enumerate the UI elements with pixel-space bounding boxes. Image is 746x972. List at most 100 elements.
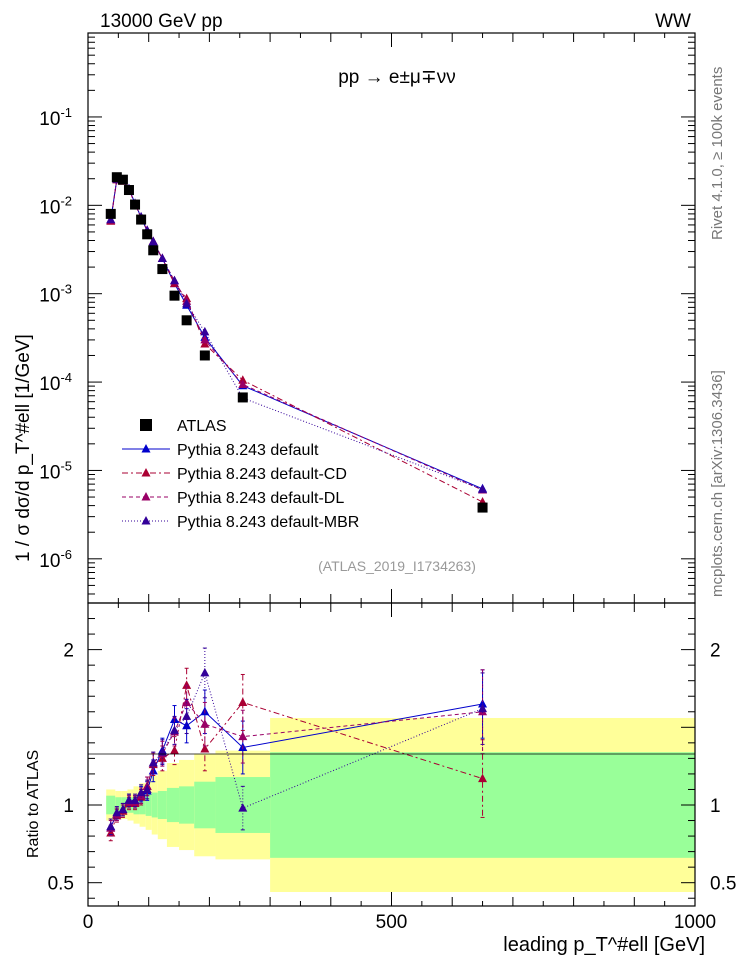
ratio-panel: 0.5 0.5 1 1 2 2 0 500 1000 — [48, 602, 736, 933]
inner-uncertainty-band — [166, 787, 180, 823]
process-title: pp → e±μ∓νν — [338, 67, 456, 88]
ratio-point-mbr — [118, 804, 128, 814]
ratio-point-cd — [169, 745, 179, 755]
inner-uncertainty-band — [179, 786, 195, 824]
inner-uncertainty-band — [115, 797, 122, 813]
ratio-point-dl — [182, 697, 192, 706]
data-point-mbr — [478, 484, 488, 493]
ratio-point-mbr — [136, 787, 146, 797]
legend-marker — [141, 444, 151, 453]
data-point-atlas — [130, 199, 141, 210]
ratio-y-tick-label-left: 2 — [63, 641, 74, 662]
data-point-atlas — [123, 185, 134, 196]
ratio-point-dl — [200, 719, 210, 728]
data-point-dl — [200, 334, 210, 344]
ratio-uncertainty-bands — [106, 717, 695, 893]
ratio-axis-ticks: 0.5 0.5 1 1 2 2 0 500 1000 — [48, 603, 736, 933]
legend-label: Pythia 8.243 default-CD — [177, 466, 347, 483]
ratio-point-cd — [200, 744, 210, 753]
rivet-label: Rivet 4.1.0, ≥ 100k events — [709, 67, 726, 240]
ratio-point-cd — [238, 697, 248, 706]
legend-label: ATLAS — [177, 418, 227, 435]
ratio-y-tick-label-right: 1 — [710, 796, 721, 817]
x-tick-label: 500 — [376, 912, 408, 933]
ratio-point-mbr — [200, 667, 210, 677]
legend-item-cd: Pythia 8.243 default-CD — [122, 466, 347, 483]
ratio-point-cd — [478, 773, 488, 783]
main-y-tick-label: 10-6 — [39, 547, 72, 572]
main-series-layer — [105, 172, 488, 513]
data-point-atlas — [169, 290, 180, 301]
main-y-tick-label: 10-3 — [39, 282, 72, 307]
ratio-line-mbr — [110, 671, 483, 827]
ratio-point-mbr — [182, 711, 192, 720]
data-point-atlas — [105, 208, 116, 219]
ratio-point-mbr — [142, 784, 152, 793]
legend-marker — [140, 419, 152, 431]
legend: ATLAS Pythia 8.243 default Pythia 8.243 de… — [122, 418, 359, 531]
data-point-atlas — [157, 264, 168, 275]
reference-annotation: (ATLAS_2019_I1734263) — [318, 558, 476, 574]
data-point-dl — [238, 379, 248, 388]
legend-item-atlas: ATLAS — [140, 418, 227, 435]
series-atlas — [105, 172, 488, 513]
main-axis-ticks: 10-6 10-5 10-4 10-3 10-2 10-1 — [39, 33, 696, 603]
inner-uncertainty-band — [194, 781, 216, 829]
data-point-atlas — [237, 392, 248, 403]
ratio-point-default — [182, 720, 192, 730]
inner-uncertainty-band — [151, 792, 158, 818]
inner-uncertainty-band — [145, 794, 152, 816]
x-axis-label: leading p_T^#ell [GeV] — [503, 934, 705, 956]
legend-item-default: Pythia 8.243 default — [122, 442, 319, 459]
data-point-atlas — [142, 229, 153, 240]
data-point-atlas — [117, 174, 128, 185]
ratio-series-mbr — [106, 647, 488, 836]
ratio-frame — [87, 602, 696, 907]
x-tick-label: 0 — [83, 912, 94, 933]
data-point-atlas — [136, 214, 147, 225]
data-point-atlas — [199, 350, 210, 361]
main-y-tick-label: 10-2 — [39, 193, 72, 218]
legend-marker — [141, 468, 151, 477]
main-y-axis-label: 1 / σ dσ/d p_T^#ell [1/GeV] — [13, 334, 34, 562]
ratio-y-tick-label-left: 0.5 — [48, 874, 74, 895]
legend-label: Pythia 8.243 default-DL — [177, 490, 344, 507]
ratio-point-mbr — [130, 795, 140, 804]
ratio-series-layer — [106, 647, 488, 842]
ratio-y-axis-label: Ratio to ATLAS — [25, 750, 42, 858]
data-point-atlas — [181, 315, 192, 326]
legend-label: Pythia 8.243 default — [177, 442, 319, 459]
ratio-point-mbr — [106, 821, 116, 831]
data-point-mbr — [157, 253, 167, 263]
legend-marker — [141, 492, 151, 501]
ratio-line-cd — [110, 685, 483, 834]
ratio-point-mbr — [112, 807, 122, 817]
legend-item-mbr: Pythia 8.243 default-MBR — [122, 514, 359, 531]
data-point-mbr — [169, 275, 179, 285]
main-y-tick-label: 10-1 — [39, 105, 72, 130]
data-point-mbr — [200, 326, 210, 336]
ratio-point-mbr — [169, 725, 179, 734]
ratio-y-tick-label-left: 1 — [63, 796, 74, 817]
mcplots-label: mcplots.cern.ch [arXiv:1306.3436] — [709, 370, 726, 597]
legend-item-dl: Pythia 8.243 default-DL — [122, 490, 344, 507]
header-right: WW — [655, 11, 691, 32]
main-y-tick-label: 10-4 — [39, 370, 72, 395]
x-tick-label: 1000 — [674, 912, 716, 933]
ratio-point-dl — [238, 731, 248, 741]
legend-marker — [141, 516, 151, 525]
ratio-point-mbr — [124, 795, 134, 804]
ratio-y-tick-label-right: 0.5 — [710, 874, 736, 895]
data-point-atlas — [148, 245, 159, 256]
ratio-point-mbr — [238, 803, 248, 812]
inner-uncertainty-band — [106, 795, 116, 815]
ratio-point-mbr — [148, 758, 158, 767]
main-panel: 10-6 10-5 10-4 10-3 10-2 10-1 — [39, 32, 696, 604]
ratio-point-cd — [106, 827, 116, 837]
ratio-y-tick-label-right: 2 — [710, 641, 721, 662]
data-point-atlas — [111, 172, 122, 183]
legend-label: Pythia 8.243 default-MBR — [177, 514, 359, 531]
ratio-point-cd — [182, 680, 192, 689]
header-left: 13000 GeV pp — [100, 11, 223, 32]
